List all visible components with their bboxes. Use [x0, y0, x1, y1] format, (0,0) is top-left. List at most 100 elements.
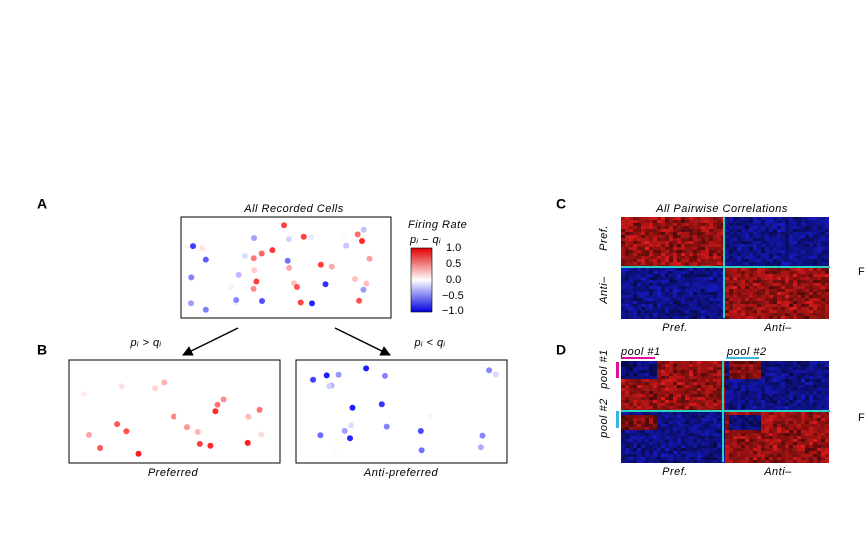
heatmap-cell — [773, 238, 777, 241]
heatmap-cell — [801, 451, 805, 454]
heatmap-cell — [801, 373, 805, 376]
heatmap-cell — [741, 424, 745, 427]
heatmap-cell — [741, 247, 745, 250]
heatmap-cell — [753, 280, 757, 283]
heatmap-cell — [669, 412, 673, 415]
heatmap-cell — [765, 307, 769, 310]
heatmap-cell — [717, 229, 721, 232]
heatmap-cell — [693, 427, 697, 430]
heatmap-cell — [729, 457, 733, 460]
heatmap-cell — [825, 403, 829, 406]
heatmap-cell — [825, 433, 829, 436]
heatmap-cell — [781, 412, 785, 415]
heatmap-cell — [777, 253, 781, 256]
heatmap-cell — [629, 400, 633, 403]
heatmap-cell — [697, 457, 701, 460]
heatmap-cell — [765, 274, 769, 277]
heatmap-cell — [733, 268, 737, 271]
heatmap-cell — [713, 448, 717, 451]
heatmap-cell — [665, 226, 669, 229]
heatmap-cell — [797, 445, 801, 448]
heatmap-cell — [693, 379, 697, 382]
heatmap-cell — [681, 274, 685, 277]
heatmap-cell — [705, 373, 709, 376]
heatmap-cell — [809, 415, 813, 418]
heatmap-cell — [749, 256, 753, 259]
side-label: F — [858, 266, 865, 278]
heatmap-cell — [825, 286, 829, 289]
heatmap-cell — [737, 277, 741, 280]
heatmap-cell — [685, 367, 689, 370]
heatmap-cell — [765, 415, 769, 418]
heatmap-cell — [749, 457, 753, 460]
heatmap-cell — [685, 235, 689, 238]
heatmap-cell — [785, 442, 789, 445]
heatmap-cell — [681, 220, 685, 223]
heatmap-cell — [729, 412, 733, 415]
heatmap-cell — [621, 448, 625, 451]
heatmap-cell — [757, 454, 761, 457]
heatmap-cell — [757, 370, 761, 373]
heatmap-cell — [669, 229, 673, 232]
heatmap-cell — [641, 292, 645, 295]
heatmap-cell — [797, 415, 801, 418]
heatmap-cell — [717, 274, 721, 277]
heatmap-cell — [685, 268, 689, 271]
heatmap-cell — [709, 241, 713, 244]
heatmap-cell — [681, 430, 685, 433]
heatmap-cell — [745, 460, 749, 463]
heatmap-cell — [653, 283, 657, 286]
heatmap-cell — [749, 247, 753, 250]
cell-dot — [308, 234, 315, 241]
heatmap-cell — [825, 238, 829, 241]
heatmap-cell — [713, 232, 717, 235]
heatmap-cell — [661, 274, 665, 277]
heatmap-cell — [661, 415, 665, 418]
heatmap-cell — [801, 376, 805, 379]
heatmap-cell — [741, 430, 745, 433]
heatmap-cell — [793, 280, 797, 283]
heatmap-cell — [809, 388, 813, 391]
heatmap-cell — [685, 307, 689, 310]
heatmap-cell — [825, 313, 829, 316]
heatmap-cell — [685, 256, 689, 259]
heatmap-cell — [669, 394, 673, 397]
heatmap-cell — [633, 253, 637, 256]
heatmap-cell — [813, 394, 817, 397]
heatmap-cell — [753, 277, 757, 280]
heatmap-cell — [813, 271, 817, 274]
heatmap-cell — [793, 436, 797, 439]
heatmap-cell — [769, 217, 773, 220]
heatmap-cell — [621, 295, 625, 298]
heatmap-cell — [825, 307, 829, 310]
heatmap-cell — [681, 268, 685, 271]
heatmap-cell — [725, 232, 729, 235]
heatmap-cell — [657, 292, 661, 295]
heatmap-cell — [705, 250, 709, 253]
heatmap-cell — [757, 247, 761, 250]
condition: pᵢ > qᵢ — [129, 337, 161, 349]
heatmap-cell — [621, 460, 625, 463]
heatmap-cell — [757, 313, 761, 316]
heatmap-cell — [701, 382, 705, 385]
heatmap-cell — [789, 244, 793, 247]
heatmap-cell — [701, 238, 705, 241]
heatmap-cell — [653, 247, 657, 250]
heatmap-cell — [733, 439, 737, 442]
heatmap-cell — [793, 271, 797, 274]
heatmap-cell — [793, 388, 797, 391]
heatmap-cell — [745, 454, 749, 457]
heatmap-cell — [773, 280, 777, 283]
heatmap-cell — [733, 442, 737, 445]
heatmap-cell — [789, 379, 793, 382]
heatmap-cell — [709, 427, 713, 430]
heatmap-cell — [685, 457, 689, 460]
heatmap-cell — [689, 241, 693, 244]
heatmap-cell — [669, 298, 673, 301]
heatmap-cell — [737, 430, 741, 433]
heatmap-cell — [685, 316, 689, 319]
heatmap-cell — [785, 418, 789, 421]
heatmap-cell — [653, 250, 657, 253]
heatmap-cell — [725, 367, 729, 370]
heatmap-cell — [653, 286, 657, 289]
